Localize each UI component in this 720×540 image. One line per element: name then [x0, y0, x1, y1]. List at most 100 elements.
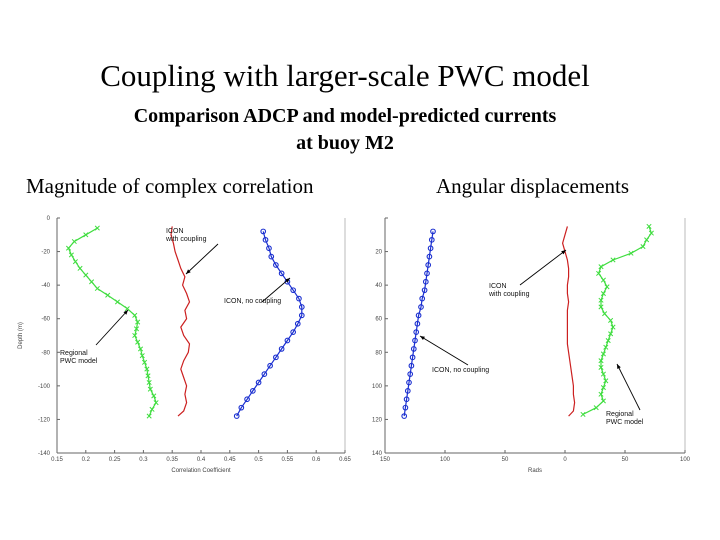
x-tick-label: 100: [680, 457, 691, 463]
data-point: [402, 404, 409, 411]
data-point: [426, 253, 433, 260]
data-point: [424, 270, 430, 277]
annotation-text: ICON, no coupling: [224, 298, 281, 305]
data-point: [413, 329, 420, 335]
data-point: [600, 290, 606, 297]
data-point: [71, 238, 77, 245]
data-point: [114, 299, 121, 305]
data-point: [294, 320, 301, 327]
data-point: [94, 225, 100, 231]
data-point: [610, 324, 616, 330]
data-point: [425, 262, 432, 268]
data-point: [600, 384, 606, 391]
arrow-head: [420, 336, 425, 341]
data-point: [83, 272, 89, 278]
data-point: [89, 279, 95, 285]
data-point: [603, 344, 609, 350]
data-point: [151, 393, 157, 399]
data-point: [598, 264, 604, 270]
data-point: [412, 337, 418, 344]
data-point: [646, 223, 652, 229]
data-point: [290, 329, 297, 335]
annotation-text: PWC model: [606, 419, 644, 426]
y-tick-label: -20: [41, 250, 50, 256]
data-point: [77, 265, 83, 271]
annotation-arrow: [519, 249, 567, 286]
annotation-arrow: [616, 363, 641, 411]
annotation-text: Regional: [606, 411, 634, 418]
y-tick-label: -140: [38, 451, 51, 457]
annotation: ICON, no coupling: [419, 335, 489, 374]
right-panel-label: Angular displacements: [436, 174, 630, 198]
series-line: [582, 226, 653, 415]
annotation-arrow: [185, 243, 219, 275]
x-tick-label: 0: [563, 457, 567, 463]
data-point: [408, 362, 415, 369]
y-tick-label: 60: [375, 317, 382, 323]
data-point: [298, 312, 305, 319]
x-tick-label: 0.15: [51, 457, 63, 463]
series-regional-pwc-model: [65, 225, 159, 419]
data-point: [640, 243, 646, 250]
annotation-arrow: [261, 277, 291, 303]
x-tick-label: 0.25: [109, 457, 121, 463]
data-point: [144, 366, 150, 372]
y-tick-label: 20: [375, 250, 382, 256]
chart-panel-2: 150 100 50 0 50 100 20 40 60 80 100 120 140 Rads ICONw…: [372, 217, 691, 474]
data-point: [146, 379, 152, 386]
y-tick-label: 0: [47, 216, 51, 222]
data-point: [273, 262, 279, 268]
slide-subtitle: Comparison ADCP and model-predicted curr…: [0, 103, 690, 157]
data-point: [68, 252, 74, 258]
data-point: [249, 388, 256, 394]
annotation-arrow: [419, 335, 469, 366]
y-tick-label: -60: [41, 317, 50, 323]
y-tick-label: -40: [41, 283, 50, 289]
annotation-text: ICON: [489, 283, 507, 290]
data-point: [603, 378, 609, 384]
data-point: [600, 398, 606, 404]
x-axis-label: Correlation Coefficient: [171, 468, 231, 474]
data-point: [406, 379, 412, 386]
arrow-head: [285, 278, 290, 283]
data-point: [238, 404, 245, 411]
data-point: [233, 413, 240, 419]
y-axis-label: Depth (m): [18, 322, 24, 349]
y-tick-label: 40: [375, 283, 382, 289]
data-point: [600, 277, 606, 283]
data-point: [648, 230, 654, 236]
data-point: [600, 371, 606, 377]
data-point: [146, 413, 152, 419]
data-point: [262, 236, 269, 243]
data-point: [149, 406, 155, 412]
data-point: [608, 331, 614, 337]
subtitle-line-2: at buoy M2: [296, 132, 394, 154]
data-point: [410, 346, 417, 352]
data-point: [580, 411, 586, 417]
x-tick-label: 150: [380, 457, 391, 463]
annotation: ICON, no coupling: [224, 277, 291, 305]
data-point: [598, 304, 604, 310]
data-point: [141, 359, 148, 365]
arrow-head: [123, 310, 128, 315]
annotation-text: PWC model: [60, 358, 98, 365]
y-tick-label: 140: [372, 451, 383, 457]
annotation-text: ICON, no coupling: [432, 367, 489, 374]
x-tick-label: 0.6: [312, 457, 321, 463]
data-point: [124, 306, 130, 312]
annotation-text: ICON: [166, 228, 184, 235]
x-tick-label: 0.2: [82, 457, 91, 463]
annotation-arrow: [95, 309, 129, 346]
data-point: [65, 245, 72, 251]
y-tick-label: -80: [41, 350, 50, 356]
data-point: [260, 228, 267, 235]
data-point: [255, 379, 262, 386]
arrow-head: [561, 250, 566, 255]
data-point: [419, 295, 426, 302]
data-point: [428, 236, 435, 243]
series-icon-no-coupling: [233, 228, 305, 419]
data-point: [298, 304, 305, 310]
